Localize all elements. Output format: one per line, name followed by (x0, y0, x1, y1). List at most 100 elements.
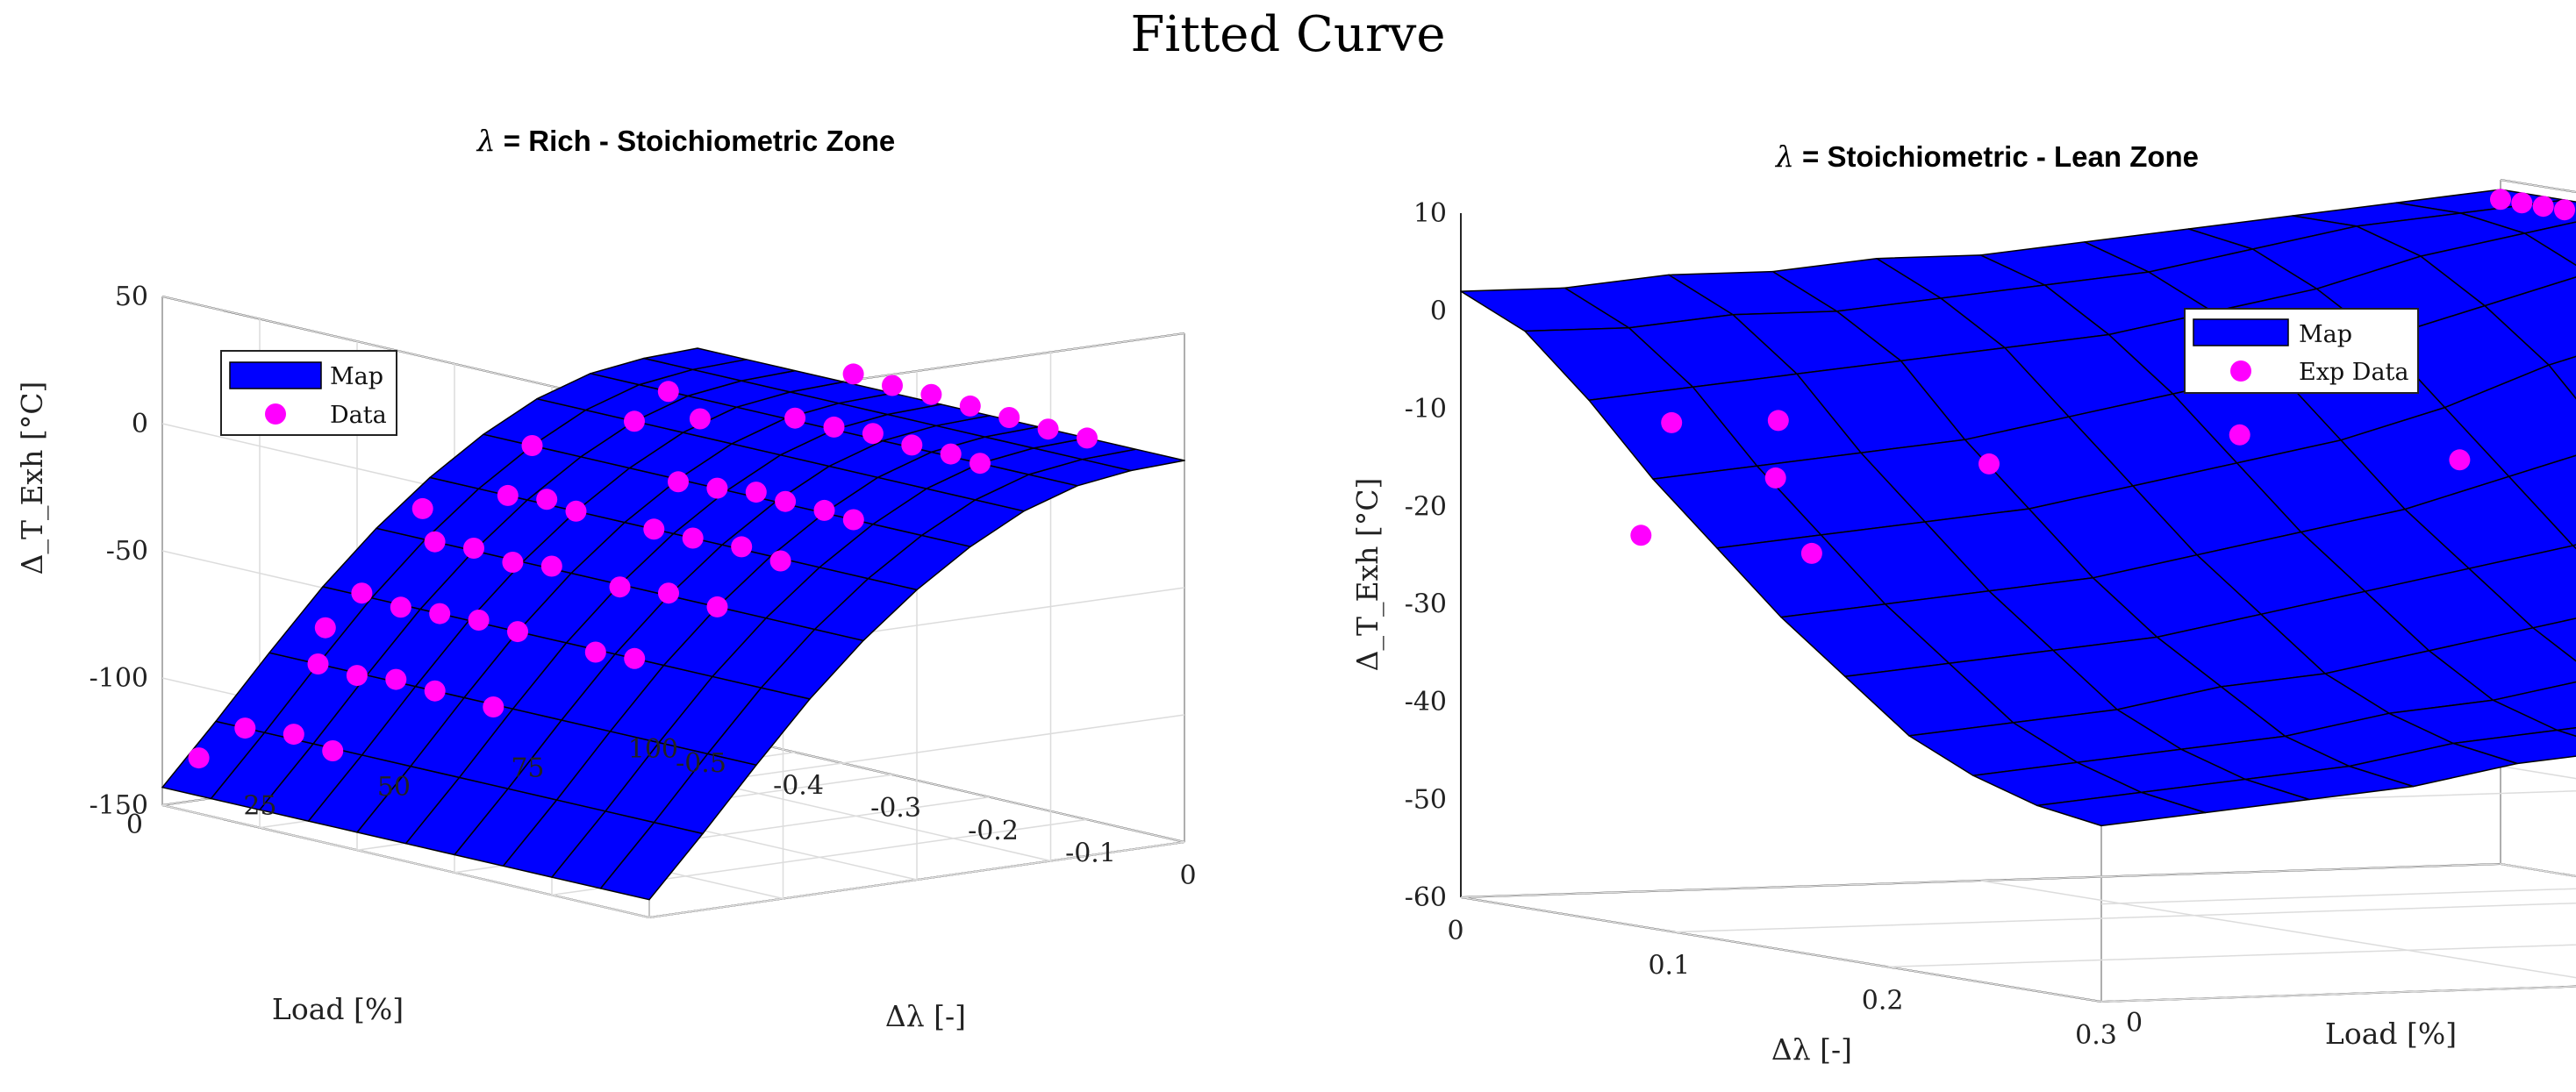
data-point-38 (624, 647, 646, 669)
ztick-label-5: -10 (1405, 394, 1447, 425)
data-point-9 (1661, 411, 1683, 433)
xtick-label-2: 0.2 (1862, 985, 1904, 1016)
chart-left-ylabel: Load [%] (272, 992, 404, 1026)
chart-left-ticks: -150 -100 -50 0 50 -0.5 -0.4 -0.3 -0.2 -0.1 0 0 25 50… (89, 282, 1197, 891)
chart-left-xlabel: Δλ [-] (885, 999, 966, 1033)
grid-line-z-0 (2100, 863, 2576, 1003)
chart-right-title-symbol: λ (1774, 139, 1794, 174)
data-point-46 (283, 724, 304, 746)
data-point-51 (657, 381, 679, 403)
legend-right-data-marker (2230, 360, 2251, 382)
data-point-17 (706, 477, 728, 499)
data-point-16 (745, 482, 767, 503)
chart-right-legend: Map Exp Data (2184, 308, 2419, 394)
chart-left-legend: Map Data (220, 350, 397, 436)
data-point-12 (784, 407, 806, 429)
data-point-12 (1767, 410, 1789, 432)
chart-right: λ = Stoichiometric - Lean Zone -60 -50 -40… (1350, 139, 2576, 1067)
legend-right-map-label: Map (2299, 321, 2352, 348)
data-point-0 (1077, 427, 1098, 449)
data-point-14 (1979, 453, 2000, 475)
ztick-label-2: -40 (1405, 687, 1447, 717)
chart-right-zlabel: Δ_T_Exh [°C] (1350, 478, 1385, 672)
ytick-label-4: 100 (628, 734, 678, 765)
data-point-2 (2532, 196, 2554, 218)
data-point-29 (424, 531, 446, 553)
legend-right-map-swatch (2193, 318, 2289, 346)
data-point-32 (609, 576, 631, 598)
ztick-label-2: -50 (106, 536, 148, 567)
ztick-label-0: -60 (1405, 882, 1447, 913)
ztick-label-3: 0 (132, 409, 148, 439)
data-point-11 (1630, 525, 1652, 546)
data-point-5 (882, 375, 903, 396)
chart-left-zlabel: Δ_T_Exh [°C] (15, 382, 50, 575)
ytick-label-2: 50 (377, 772, 411, 803)
data-point-44 (483, 696, 504, 717)
figure-title: Fitted Curve (1130, 6, 1445, 63)
ztick-label-3: -30 (1405, 589, 1447, 620)
legend-left-map-swatch (229, 361, 322, 389)
chart-right-ylabel: Load [%] (2325, 1017, 2457, 1051)
data-point-53 (314, 617, 336, 639)
data-point-49 (624, 410, 645, 432)
ztick-label-4: -20 (1405, 491, 1447, 522)
axes-edge-3 (2100, 985, 2576, 1003)
chart-left-data-points (188, 363, 1098, 769)
data-point-8 (940, 443, 962, 465)
data-point-23 (731, 536, 753, 558)
grid-line-z-2 (2100, 667, 2576, 807)
data-point-21 (497, 484, 519, 506)
data-point-15 (775, 490, 797, 512)
data-point-37 (351, 582, 373, 604)
data-point-13 (842, 509, 864, 531)
legend-left-data-marker (265, 403, 286, 425)
legend-left-map-label: Map (330, 363, 383, 390)
xtick-label-5: 0 (1179, 860, 1196, 891)
ytick-label-0: 0 (2126, 1008, 2143, 1038)
data-point-43 (307, 653, 329, 674)
chart-right-title: λ = Stoichiometric - Lean Zone (1774, 139, 2199, 174)
xtick-label-1: -0.4 (773, 771, 824, 802)
data-point-10 (862, 423, 884, 445)
data-point-47 (234, 717, 256, 739)
xtick-label-1: 0.1 (1648, 951, 1690, 981)
chart-left-title-symbol: λ (476, 124, 496, 158)
ztick-label-7: 10 (1413, 198, 1447, 229)
data-point-1 (1037, 418, 1059, 440)
legend-right-data-label: Exp Data (2299, 359, 2409, 386)
data-point-19 (565, 500, 587, 522)
xtick-label-2: -0.3 (870, 793, 921, 824)
data-point-28 (463, 538, 484, 559)
data-point-52 (411, 497, 433, 519)
data-point-4 (920, 383, 942, 405)
ztick-label-4: 50 (115, 282, 148, 312)
data-point-25 (643, 518, 665, 540)
chart-left-title-text: = Rich - Stoichiometric Zone (496, 125, 896, 157)
data-point-6 (842, 363, 864, 385)
data-point-36 (390, 596, 411, 618)
data-point-41 (385, 668, 407, 690)
surface-patch (2036, 791, 2207, 827)
grid-line-x-1 (1674, 902, 2576, 933)
data-point-7 (970, 453, 991, 475)
data-point-42 (346, 665, 368, 687)
data-point-10 (1764, 467, 1786, 489)
grid-line-x-2 (1887, 944, 2576, 968)
data-point-50 (689, 408, 711, 430)
ztick-label-0: -150 (89, 790, 148, 821)
grid-line-y-4 (697, 333, 1185, 843)
data-point-9 (901, 434, 923, 456)
ytick-label-0: 0 (126, 810, 143, 840)
data-point-3 (959, 395, 981, 417)
xtick-label-3: -0.2 (968, 816, 1019, 846)
data-point-39 (584, 641, 606, 663)
surface-patch (2548, 355, 2576, 400)
data-point-24 (682, 527, 704, 549)
legend-left-data-label: Data (330, 402, 387, 429)
data-point-54 (188, 747, 210, 769)
xtick-label-3: 0.3 (2075, 1020, 2117, 1051)
data-point-27 (502, 552, 524, 573)
